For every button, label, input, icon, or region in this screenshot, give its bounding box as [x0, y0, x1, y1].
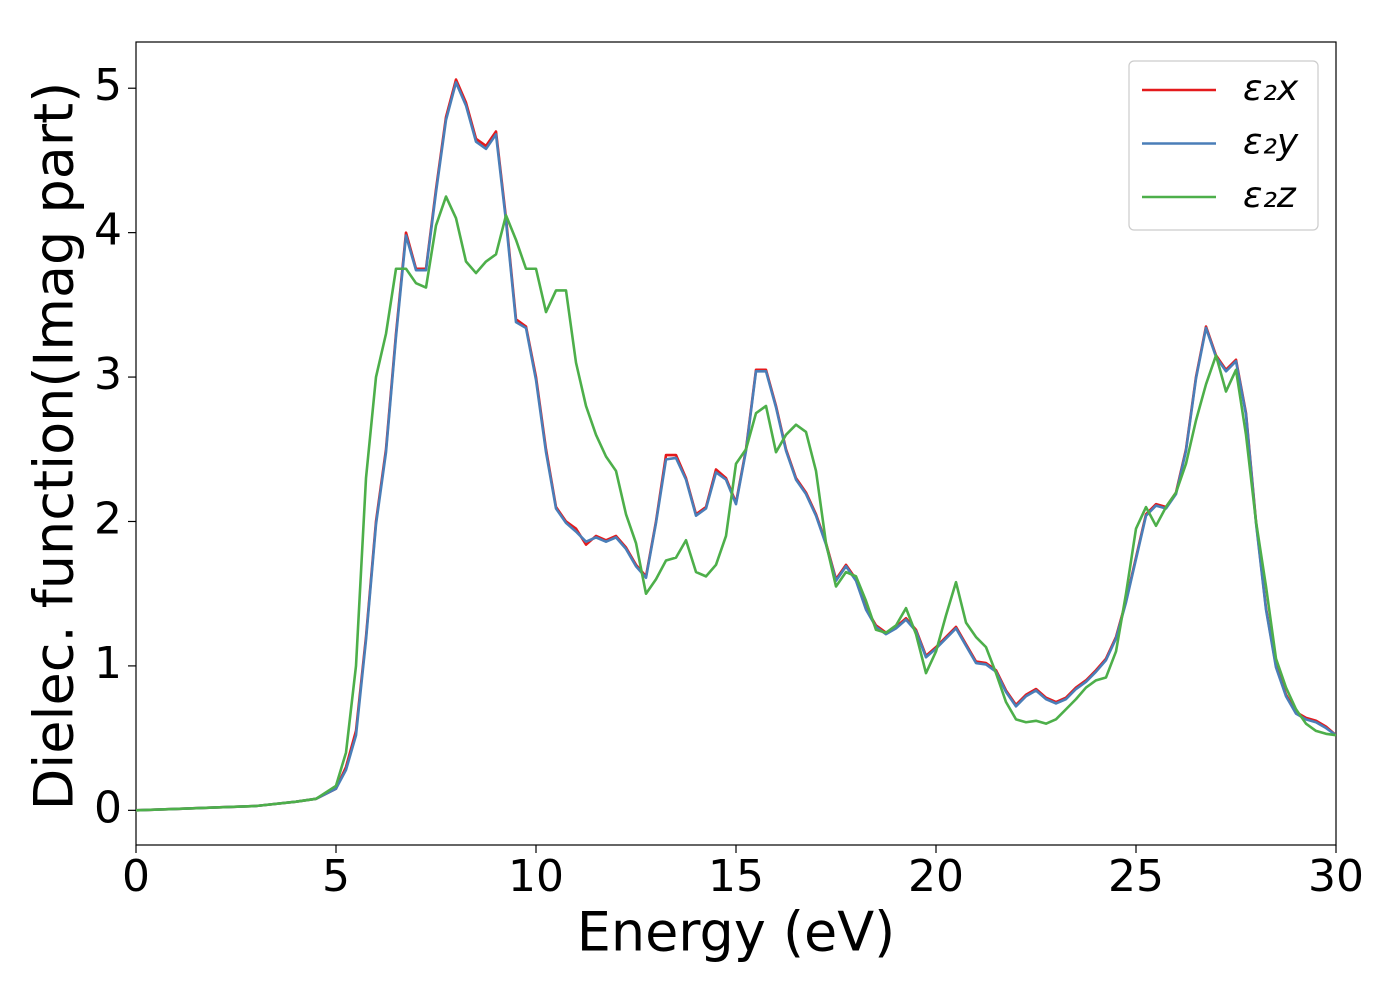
legend-box	[1128, 60, 1319, 231]
legend-label: ε₂y	[1243, 122, 1299, 163]
y-axis-label: Dielec. function(Imag part)	[23, 82, 86, 811]
y-tick-label: 3	[94, 349, 122, 400]
x-tick-label: 0	[122, 851, 150, 902]
x-tick-label: 5	[322, 851, 350, 902]
y-tick-label: 0	[94, 782, 122, 833]
x-tick-label: 25	[1108, 851, 1164, 902]
series-line	[136, 195, 1336, 812]
series-line	[136, 81, 1336, 812]
lines	[136, 78, 1336, 812]
x-tick-label: 10	[508, 851, 564, 902]
y-tick-label: 5	[94, 60, 122, 111]
y-tick-label: 4	[94, 205, 122, 256]
y-tick-label: 2	[94, 493, 122, 544]
legend-label: ε₂x	[1243, 68, 1299, 109]
x-tick-label: 30	[1308, 851, 1364, 902]
legend-label: ε₂z	[1243, 175, 1297, 216]
x-tick-label: 15	[708, 851, 764, 902]
x-axis-label: Energy (eV)	[577, 901, 896, 964]
x-tick-label: 20	[908, 851, 964, 902]
y-tick-label: 1	[94, 638, 122, 689]
